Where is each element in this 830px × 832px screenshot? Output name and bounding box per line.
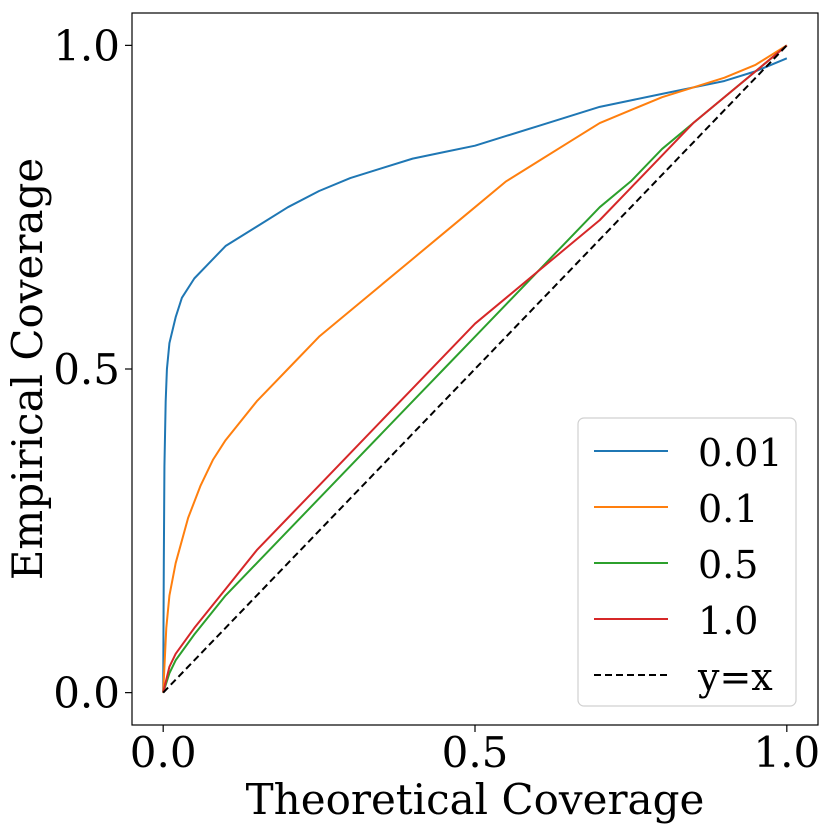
series-line-1 bbox=[162, 44, 788, 693]
x-axis-label: Theoretical Coverage bbox=[246, 775, 705, 824]
legend-frame bbox=[577, 417, 797, 707]
series-line-3 bbox=[162, 44, 788, 693]
legend: 0.01 0.1 0.5 1.0 y=x bbox=[577, 417, 797, 707]
x-tick-label: 0.5 bbox=[442, 728, 509, 777]
series-line-2 bbox=[162, 44, 788, 693]
legend-label-1: 0.1 bbox=[698, 487, 758, 531]
y-axis-ticks: 0.0 0.5 1.0 bbox=[53, 21, 132, 718]
series-line-0 bbox=[162, 57, 788, 693]
y-tick-label: 1.0 bbox=[53, 21, 120, 70]
series-layer bbox=[162, 44, 788, 694]
x-axis-ticks: 0.0 0.5 1.0 bbox=[130, 725, 820, 777]
y-tick-label: 0.5 bbox=[53, 345, 120, 394]
legend-label-3: 1.0 bbox=[698, 599, 758, 643]
legend-label-4: y=x bbox=[697, 655, 773, 699]
series-line-4 bbox=[162, 44, 788, 694]
y-tick-label: 0.0 bbox=[53, 669, 120, 718]
legend-label-2: 0.5 bbox=[698, 543, 758, 587]
y-axis-label: Empirical Coverage bbox=[3, 158, 52, 581]
legend-label-0: 0.01 bbox=[698, 431, 783, 475]
x-tick-label: 1.0 bbox=[753, 728, 820, 777]
x-tick-label: 0.0 bbox=[130, 728, 197, 777]
